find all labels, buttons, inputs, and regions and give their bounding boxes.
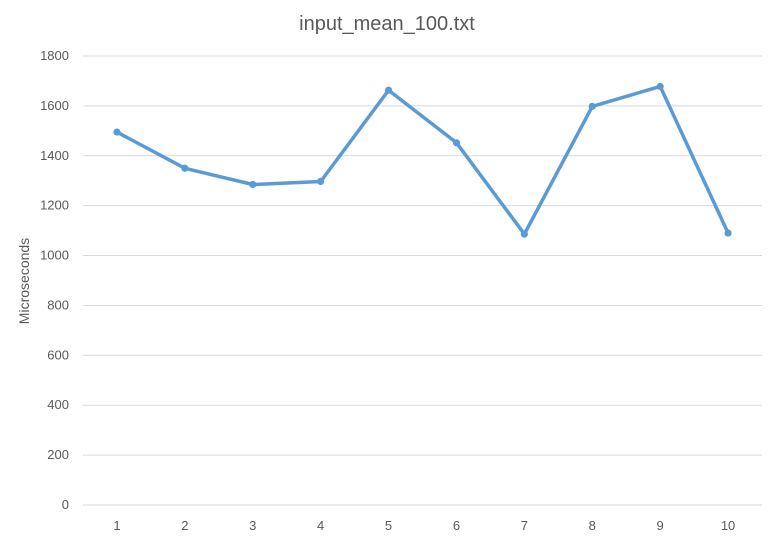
series-layer [113,82,732,238]
x-tick-label: 8 [589,518,596,533]
x-tick-label: 4 [317,518,324,533]
y-tick-label: 1200 [40,198,69,213]
y-tick-label: 1400 [40,148,69,163]
x-tick-label: 1 [113,518,120,533]
data-point [656,82,664,91]
x-tick-label: 9 [657,518,664,533]
x-axis-ticks: 1 2 3 4 5 6 7 8 9 10 [113,518,735,533]
y-axis-ticks: 0 200 400 600 800 1000 1200 1400 1600 1800 [40,48,69,512]
y-axis-title: Microseconds [16,238,32,324]
data-point [181,164,189,172]
data-point [113,128,121,136]
data-point [317,177,325,186]
data-point [588,102,596,110]
y-tick-label: 200 [47,447,69,462]
x-tick-label: 6 [453,518,460,533]
data-point [452,139,461,147]
data-point [249,180,257,189]
x-tick-label: 2 [181,518,188,533]
y-tick-label: 400 [47,397,69,412]
chart-title: input_mean_100.txt [299,13,475,35]
data-point [384,86,393,94]
x-tick-label: 10 [721,518,735,533]
y-tick-label: 0 [62,497,69,512]
data-point [724,229,732,237]
y-tick-label: 1600 [40,98,69,113]
x-tick-label: 3 [249,518,256,533]
y-tick-label: 1000 [40,248,69,263]
y-tick-label: 800 [47,297,69,312]
x-tick-label: 7 [521,518,528,533]
series-line [115,84,730,236]
y-tick-label: 1800 [40,48,69,63]
data-point [520,230,528,238]
x-tick-label: 5 [385,518,392,533]
y-tick-label: 600 [47,347,69,362]
gridlines [83,55,762,506]
